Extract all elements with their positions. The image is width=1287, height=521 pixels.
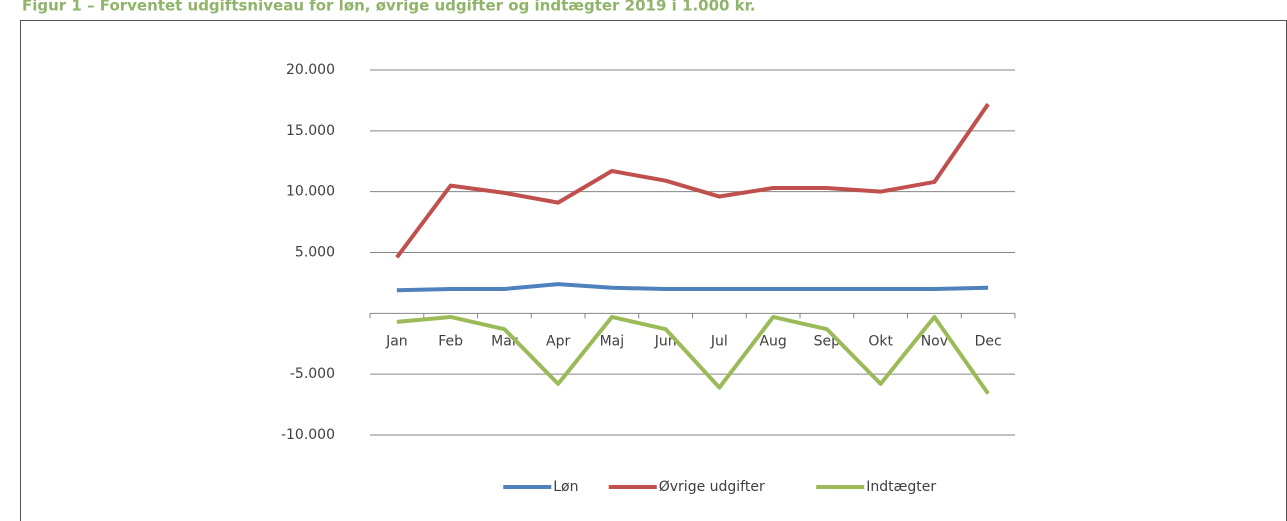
- y-tick-label: 20.000: [286, 62, 335, 78]
- chart-frame: [20, 20, 1287, 521]
- y-tick-label: -10.000: [281, 427, 335, 443]
- x-tick-label: Dec: [975, 333, 1002, 349]
- x-tick-label: Jan: [385, 333, 408, 349]
- line-series: [396, 282, 989, 293]
- y-tick-label: 10.000: [286, 184, 335, 200]
- line-series: [395, 102, 990, 259]
- x-tick-label: Aug: [759, 333, 786, 349]
- x-tick-label: Okt: [868, 333, 893, 349]
- legend-label: Løn: [553, 479, 578, 495]
- x-tick-label: Nov: [921, 333, 948, 349]
- y-tick-label: 15.000: [286, 123, 335, 139]
- chart-title: Figur 1 – Forventet udgiftsniveau for lø…: [22, 0, 756, 15]
- y-tick-label: -5.000: [290, 366, 335, 382]
- x-tick-label: Jul: [710, 333, 728, 349]
- x-tick-label: Maj: [600, 333, 625, 349]
- line-series: [396, 314, 990, 395]
- legend-label: Øvrige udgifter: [659, 479, 765, 495]
- legend-label: Indtægter: [866, 479, 936, 495]
- y-tick-label: 5.000: [295, 245, 335, 261]
- x-tick-label: Apr: [546, 333, 570, 349]
- x-tick-label: Feb: [438, 333, 463, 349]
